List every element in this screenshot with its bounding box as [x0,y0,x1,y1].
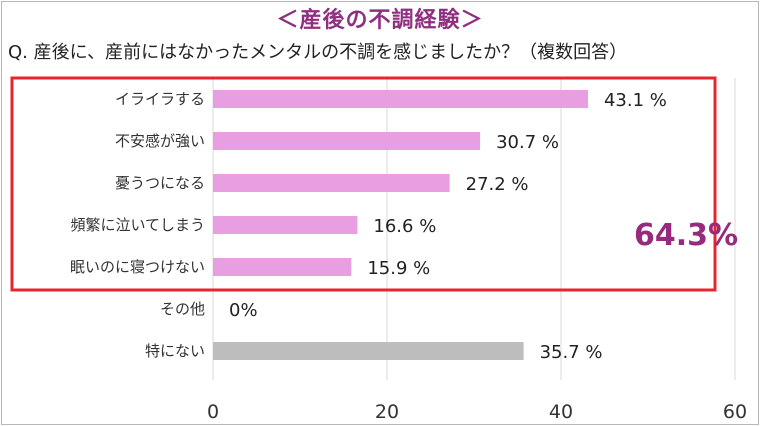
bar [213,216,358,234]
category-label: 不安感が強い [115,132,205,150]
category-label: 特にない [145,342,205,360]
category-label: 頻繁に泣いてしまう [70,216,205,234]
x-tick-label: 0 [207,401,219,423]
value-label: 35.7 % [540,342,603,363]
value-label: 27.2 % [466,174,529,195]
x-tick-label: 60 [723,401,747,423]
value-label: 30.7 % [496,132,559,153]
question-text: Q. 産後に、産前にはなかったメンタルの不調を感じましたか？（複数回答） [8,42,628,63]
bars [213,90,588,360]
bar [213,174,450,192]
bar [213,342,524,360]
value-label: 0% [229,300,258,321]
value-labels: 43.1 % 30.7 % 27.2 % 16.6 % 15.9 % 0% 35.7 % [229,90,667,363]
category-labels: イライラする不安感が強い憂うつになる頻繁に泣いてしまう眠いのに寝つけないその他特… [70,90,205,360]
highlight-box [10,76,717,292]
x-axis-ticks: 0 20 40 60 [207,401,747,423]
category-label: イライラする [115,90,205,108]
value-label: 43.1 % [604,90,667,111]
x-tick-label: 20 [375,401,399,423]
bar [213,90,588,108]
category-label: 憂うつになる [115,174,205,192]
x-tick-label: 40 [549,401,573,423]
value-label: 16.6 % [373,216,436,237]
value-label: 15.9 % [367,258,430,279]
bar [213,132,481,150]
category-label: 眠いのに寝つけない [70,258,205,276]
chart-title: ＜産後の不調経験＞ [276,8,484,33]
highlight-total-label: 64.3% [634,218,738,253]
category-label: その他 [160,300,205,318]
bar [213,258,352,276]
